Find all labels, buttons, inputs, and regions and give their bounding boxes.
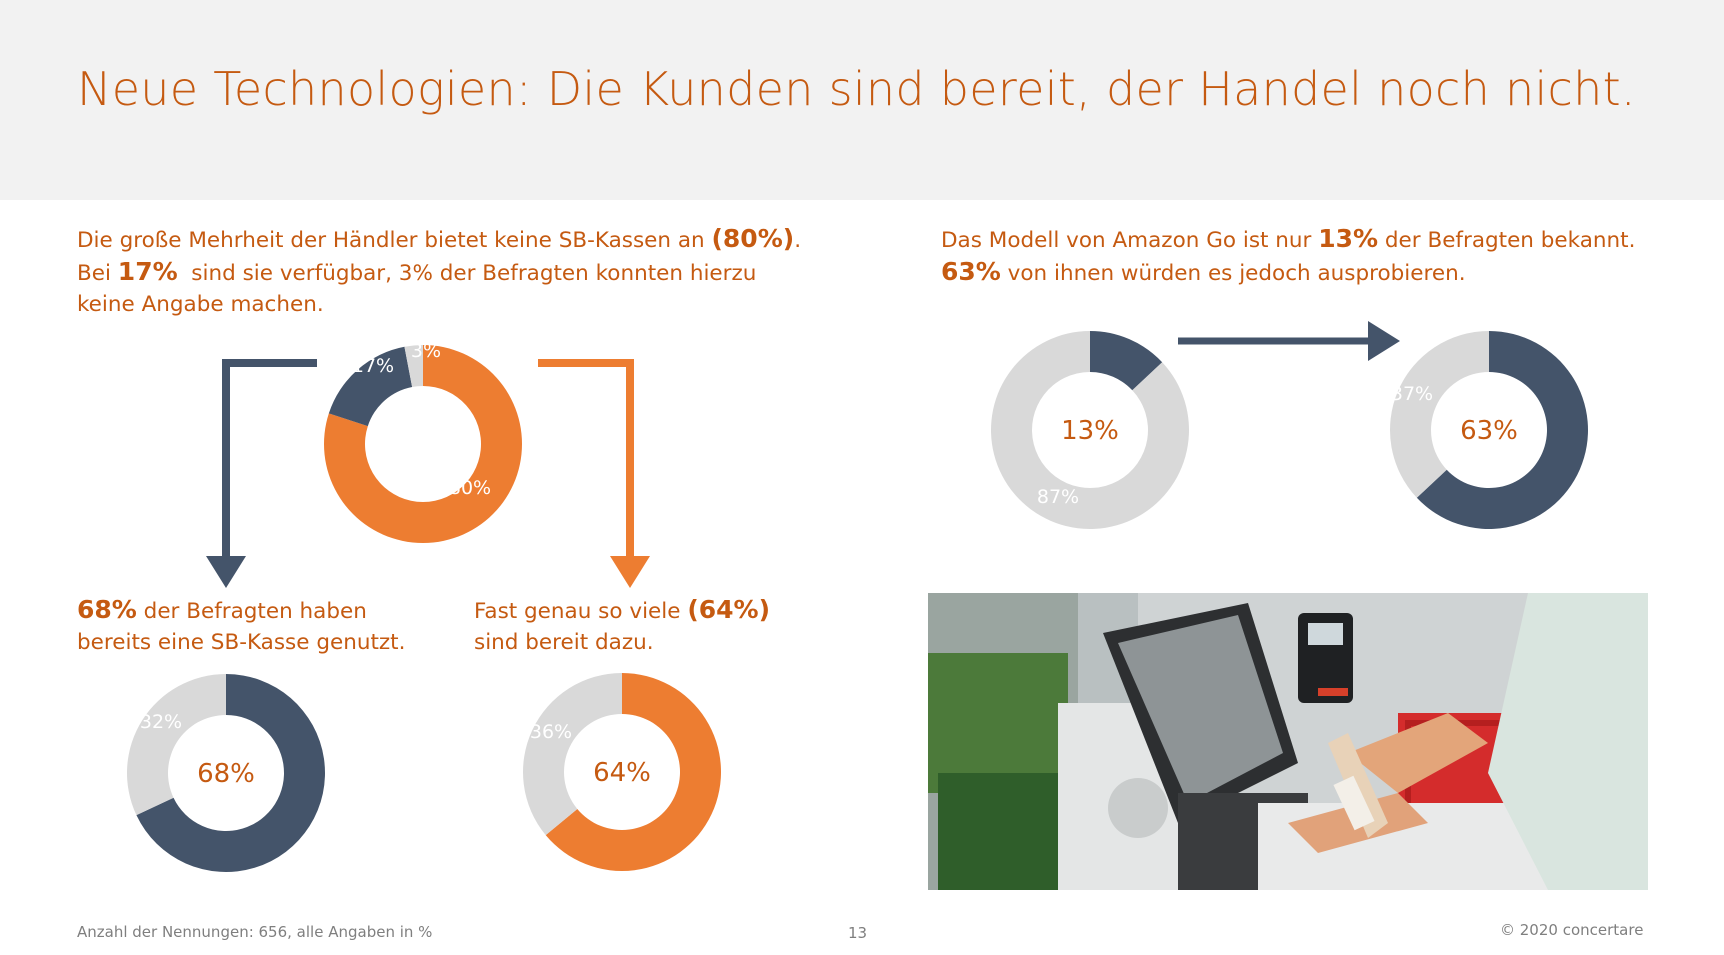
donut-1-slice-label-3: 3% — [411, 340, 441, 362]
donut-1-slice-label-1: 80% — [449, 477, 491, 499]
highlight-value: 17% — [117, 257, 178, 286]
left-arrow-head — [206, 556, 246, 588]
text-fragment: . — [794, 228, 802, 253]
page-title: Neue Technologien: Die Kunden sind berei… — [77, 62, 1636, 116]
highlight-value: (64%) — [687, 595, 771, 624]
left-intro-text: Die große Mehrheit der Händler bietet ke… — [77, 223, 801, 320]
bottom-left-text: 68% der Befragten haben bereits eine SB-… — [77, 594, 405, 658]
left-intro-line-1: Die große Mehrheit der Händler bietet ke… — [77, 223, 801, 256]
text-fragment: von ihnen würden es jedoch ausprobieren. — [1000, 261, 1466, 286]
donut-4-center-label: 13% — [1061, 416, 1119, 446]
donut-2-slice-label-2: 32% — [140, 711, 182, 733]
text-fragment: Die große Mehrheit der Händler bietet ke… — [77, 228, 712, 253]
highlight-value: 63% — [941, 257, 1001, 286]
self-checkout-illustration — [928, 593, 1648, 890]
donut-1-slice-label-2: 17% — [352, 355, 394, 377]
donut-2-slice-1 — [136, 674, 325, 873]
donut-4-slice-2 — [990, 331, 1189, 530]
bottom-mid-line-1: Fast genau so viele (64%) — [474, 594, 770, 627]
text-fragment: der Befragten bekannt. — [1378, 228, 1636, 253]
text-fragment: sind sie verfügbar, 3% der Befragten kon… — [177, 261, 757, 286]
donut-5-slice-1 — [1416, 331, 1589, 529]
text-fragment: Bei — [77, 261, 118, 286]
donut-1-slice-1 — [324, 345, 523, 543]
donut-1-slice-2 — [328, 346, 413, 427]
donut-2-center-label: 68% — [197, 759, 255, 789]
donut-5-slice-2 — [1390, 331, 1489, 498]
donut-5-center-label: 63% — [1460, 416, 1518, 446]
left-connector-arrow — [222, 359, 317, 556]
highlight-value: (80%) — [711, 224, 795, 253]
text-fragment: Fast genau so viele — [474, 599, 688, 624]
text-fragment: Das Modell von Amazon Go ist nur — [941, 228, 1319, 253]
donut-3-center-label: 64% — [593, 758, 651, 788]
highlight-value: 68% — [77, 595, 137, 624]
self-checkout-photo — [928, 593, 1648, 890]
bottom-left-line-2: bereits eine SB-Kasse genutzt. — [77, 630, 406, 655]
bottom-mid-line-2: sind bereit dazu. — [474, 630, 654, 655]
highlight-value: 13% — [1318, 224, 1379, 253]
right-arrow-head — [610, 556, 650, 588]
right-intro-line-1: Das Modell von Amazon Go ist nur 13% der… — [941, 223, 1635, 256]
footnote: Anzahl der Nennungen: 656, alle Angaben … — [77, 923, 433, 941]
page-number: 13 — [848, 924, 868, 942]
right-intro-text: Das Modell von Amazon Go ist nur 13% der… — [941, 223, 1635, 289]
donut-1-slice-3 — [404, 345, 423, 388]
text-fragment: der Befragten haben — [136, 599, 367, 624]
bottom-mid-text: Fast genau so viele (64%) sind bereit da… — [474, 594, 770, 658]
copyright: © 2020 concertare — [1500, 921, 1644, 939]
donut-4-slice-1 — [1090, 331, 1163, 391]
left-intro-line-2: Bei 17% sind sie verfügbar, 3% der Befra… — [77, 256, 801, 289]
bottom-left-line-1: 68% der Befragten haben — [77, 594, 405, 627]
donut-4-slice-label-2: 87% — [1037, 486, 1079, 508]
donut-5-slice-label-2: 37% — [1391, 383, 1433, 405]
right-intro-line-2: 63% von ihnen würden es jedoch ausprobie… — [941, 256, 1635, 289]
awareness-arrow-head — [1368, 321, 1400, 361]
right-connector-arrow — [538, 359, 634, 556]
donut-3-slice-label-2: 36% — [530, 721, 572, 743]
donut-3-slice-2 — [522, 673, 622, 836]
header-band — [0, 0, 1724, 200]
donut-3-slice-1 — [545, 673, 721, 871]
left-intro-line-3: keine Angabe machen. — [77, 292, 324, 317]
donut-2-slice-2 — [126, 674, 226, 816]
